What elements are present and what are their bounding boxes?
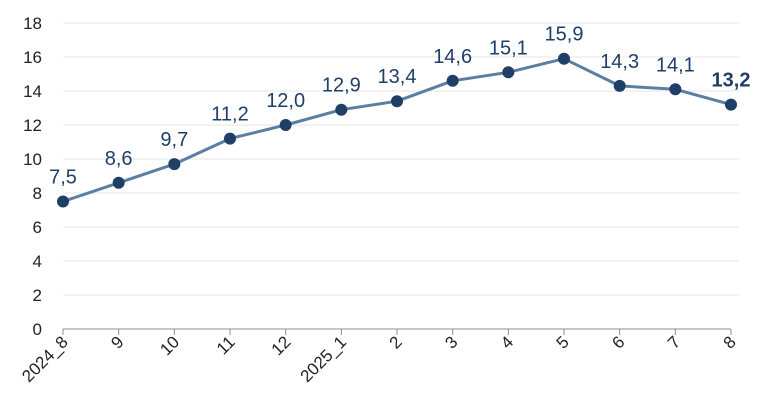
data-point <box>168 158 181 171</box>
data-label: 12,0 <box>266 90 305 112</box>
x-tick-label: 2025_1 <box>297 332 351 386</box>
data-point <box>112 176 125 189</box>
data-labels: 7,5 8,6 9,7 11,2 12,0 12,9 13,4 14,6 15,1 15,9 14,… <box>49 24 750 189</box>
x-tick-label: 2 <box>386 332 406 352</box>
data-label: 13,4 <box>378 66 417 88</box>
data-label: 11,2 <box>211 104 248 126</box>
y-tick-label: 2 <box>33 286 42 305</box>
x-tick-label: 11 <box>213 332 239 358</box>
x-tick-label: 5 <box>553 332 573 352</box>
data-point <box>558 52 570 65</box>
data-point <box>335 103 348 116</box>
y-tick-label: 14 <box>23 82 42 101</box>
x-tick-label: 4 <box>497 332 517 352</box>
data-label: 15,1 <box>489 37 528 59</box>
data-label: 14,3 <box>600 51 639 73</box>
data-point <box>669 83 682 96</box>
x-tick-label: 10 <box>156 332 183 359</box>
x-tick-label: 7 <box>664 332 684 352</box>
data-label: 14,1 <box>656 54 695 76</box>
data-points <box>57 52 737 208</box>
data-label: 14,6 <box>433 46 472 68</box>
y-axis: 0 2 4 6 8 10 12 14 16 18 <box>23 14 42 339</box>
x-tick-label: 3 <box>441 332 461 352</box>
data-point <box>224 132 236 145</box>
data-point <box>446 74 459 87</box>
data-point <box>279 119 292 131</box>
data-point <box>57 195 69 208</box>
y-tick-label: 12 <box>23 116 42 135</box>
y-tick-label: 6 <box>33 218 42 237</box>
x-tick-label: 8 <box>720 332 740 352</box>
data-point <box>613 79 626 92</box>
y-tick-label: 4 <box>33 252 42 271</box>
data-point <box>391 95 403 108</box>
data-label: 12,9 <box>322 75 361 97</box>
data-label: 13,2 <box>712 70 751 92</box>
x-tick-label: 6 <box>608 332 628 352</box>
y-tick-label: 8 <box>33 184 42 203</box>
data-point <box>725 98 737 111</box>
x-tick-label: 12 <box>268 332 295 359</box>
y-tick-label: 16 <box>23 48 42 67</box>
data-label: 9,7 <box>160 129 188 151</box>
x-tick-label: 9 <box>107 332 127 352</box>
x-tick-label: 2024_8 <box>18 332 72 386</box>
x-axis: 2024_8 9 10 11 12 2025_1 2 3 4 5 6 7 8 <box>18 328 740 386</box>
data-label: 8,6 <box>105 148 133 170</box>
data-label: 15,9 <box>545 24 584 46</box>
y-tick-label: 0 <box>33 320 42 339</box>
data-point <box>502 66 515 79</box>
y-tick-label: 10 <box>23 150 42 169</box>
y-tick-label: 18 <box>23 14 42 33</box>
data-label: 7,5 <box>49 167 77 189</box>
